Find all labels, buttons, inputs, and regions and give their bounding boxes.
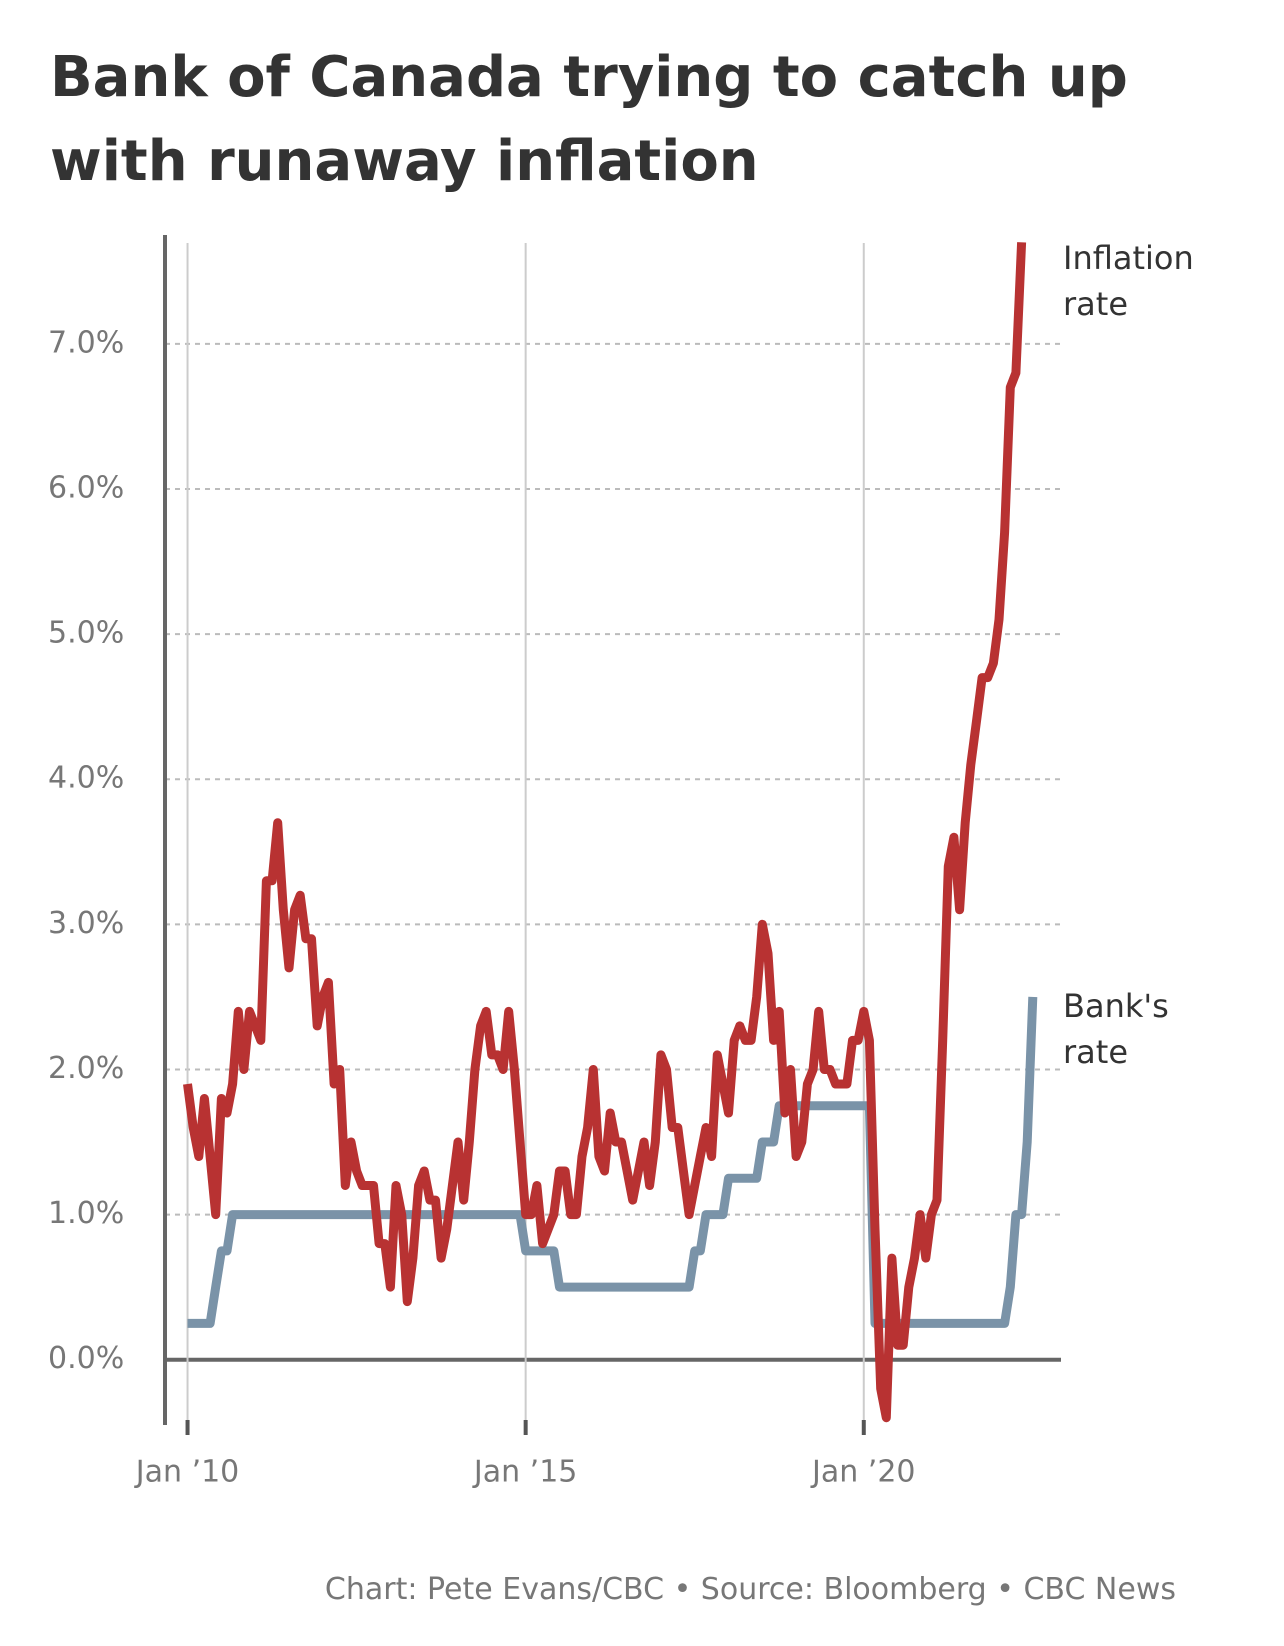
y-tick-label: 3.0%	[48, 906, 124, 941]
y-tick-label: 4.0%	[48, 761, 124, 796]
series-label: Inflation rate	[1063, 239, 1194, 323]
y-tick-label: 2.0%	[48, 1051, 124, 1086]
series-line	[187, 996, 1038, 1328]
y-tick-label: 1.0%	[48, 1196, 124, 1231]
x-tick-label: Jan ’10	[134, 1455, 240, 1490]
series-label: Bank's rate	[1063, 986, 1169, 1071]
y-tick-label: 5.0%	[48, 616, 124, 651]
y-tick-label: 6.0%	[48, 470, 124, 505]
x-tick-label: Jan ’15	[472, 1455, 578, 1490]
y-tick-label: 7.0%	[48, 325, 124, 360]
series-line	[183, 242, 1027, 1423]
chart-title: Bank of Canada trying to catch up with r…	[50, 45, 1128, 194]
y-tick-label: 0.0%	[48, 1341, 124, 1376]
source-note: Chart: Pete Evans/CBC • Source: Bloomber…	[324, 1572, 1176, 1607]
x-tick-label: Jan ’20	[810, 1455, 916, 1490]
